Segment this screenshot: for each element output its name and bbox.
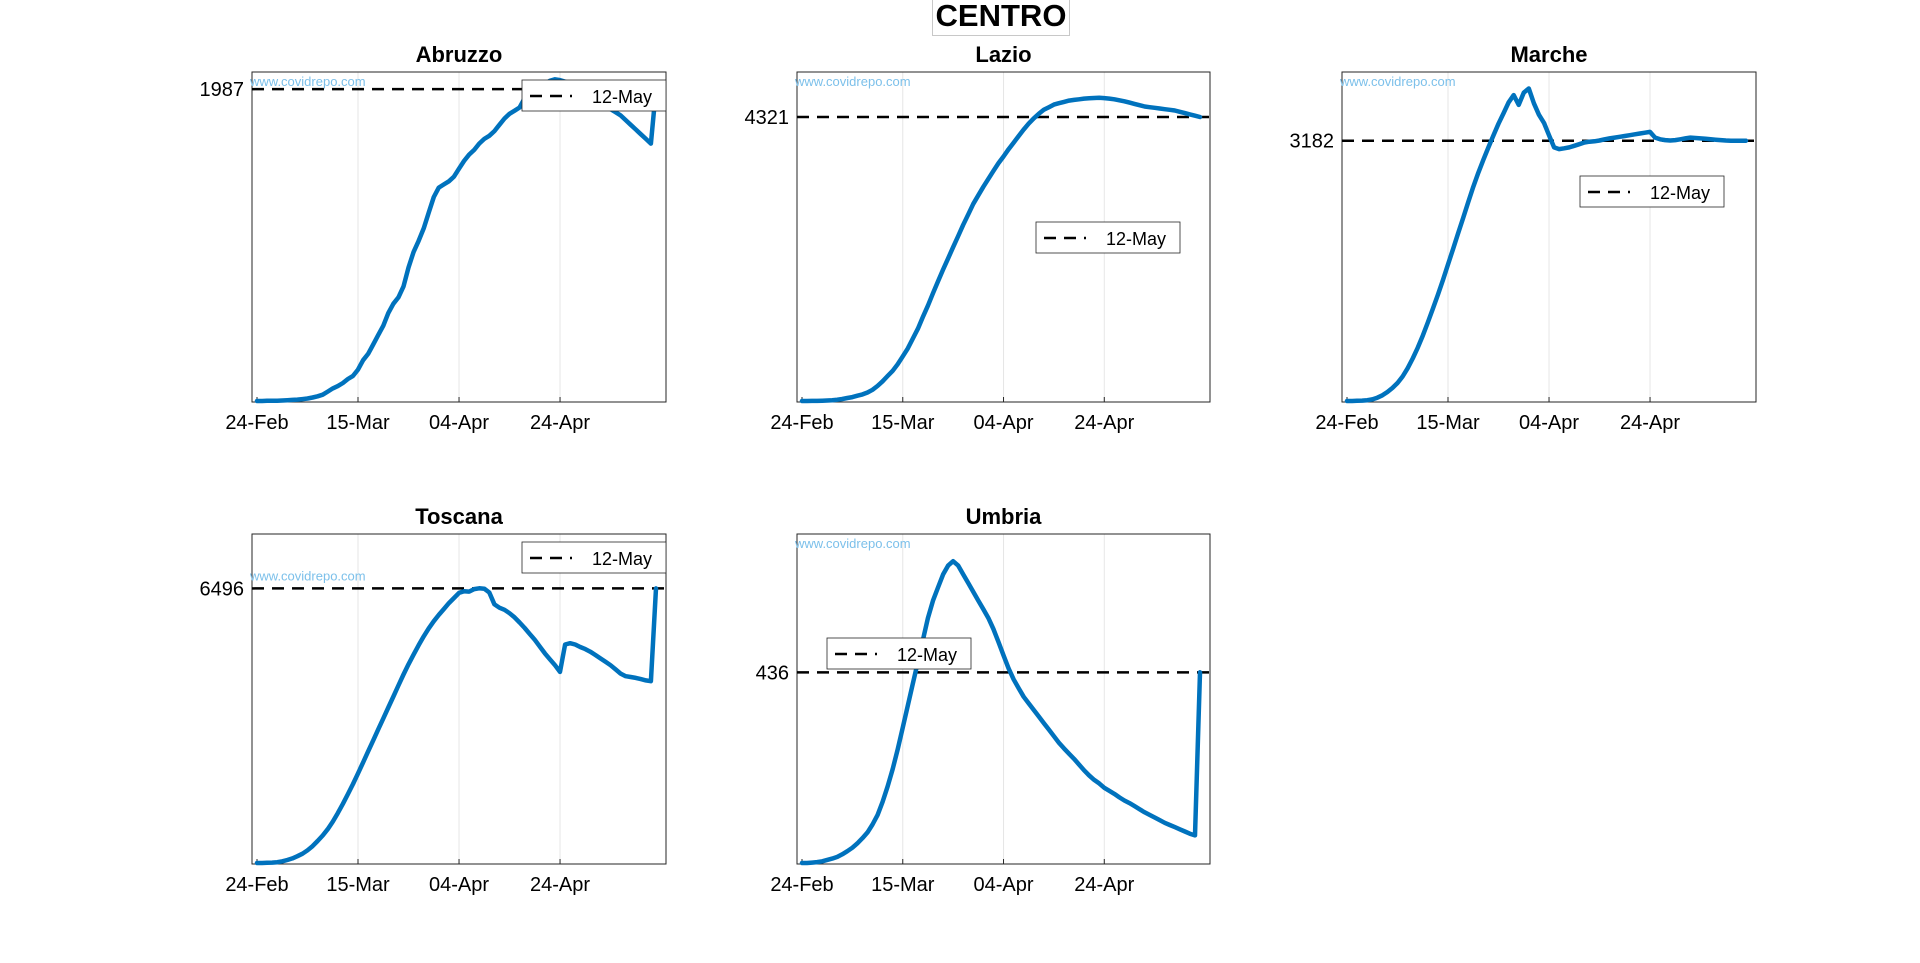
legend-box [1579, 175, 1725, 208]
x-tick-label: 24-Apr [1074, 874, 1134, 896]
x-tick-label: 24-Feb [770, 412, 833, 434]
x-tick-label: 15-Mar [1416, 412, 1480, 434]
figure-title: CENTRO [932, 0, 1070, 36]
x-tick-label: 24-Apr [1074, 412, 1134, 434]
legend-label: 12-May [592, 87, 652, 107]
panel-title: Toscana [415, 504, 503, 529]
panel-umbria: 24-Feb 15-Mar 04-Apr 24-Apr 436 www.covidrepo… [756, 504, 1211, 896]
y-tick-label: 6496 [200, 578, 245, 600]
legend-label: 12-May [897, 645, 957, 665]
y-tick-label: 4321 [745, 107, 790, 129]
x-tick-label: 15-Mar [326, 874, 390, 896]
x-tick-label: 04-Apr [974, 412, 1034, 434]
legend-box [1035, 221, 1181, 254]
y-tick-label: 1987 [200, 79, 245, 101]
x-tick-label: 04-Apr [1519, 412, 1579, 434]
panel-title: Abruzzo [416, 42, 503, 67]
legend: 12-May [521, 79, 667, 112]
x-tick-label: 24-Apr [530, 412, 590, 434]
legend-label: 12-May [1106, 229, 1166, 249]
panel-lazio: 24-Feb 15-Mar 04-Apr 24-Apr 4321 www.covidrep… [745, 42, 1211, 434]
legend: 12-May [521, 541, 667, 574]
x-tick-label: 15-Mar [326, 412, 390, 434]
legend-label: 12-May [1650, 183, 1710, 203]
series-line [254, 77, 659, 404]
series-line [254, 586, 659, 866]
watermark-text: www.covidrepo.com [794, 536, 911, 551]
panel-toscana: 24-Feb 15-Mar 04-Apr 24-Apr 6496 www.covidrep… [200, 504, 667, 896]
panel-title: Lazio [975, 42, 1031, 67]
series-line [799, 558, 1203, 866]
panel-abruzzo: 24-Feb 15-Mar 04-Apr 24-Apr 1987 www.covidrep… [200, 42, 667, 434]
watermark-text: www.covidrepo.com [794, 74, 911, 89]
panel-title: Marche [1510, 42, 1587, 67]
watermark-text: www.covidrepo.com [249, 568, 366, 583]
x-tick-label: 24-Feb [1315, 412, 1378, 434]
legend-box [826, 637, 972, 670]
panel-marche: 24-Feb 15-Mar 04-Apr 24-Apr 3182 www.covidrep… [1290, 42, 1757, 434]
watermark-text: www.covidrepo.com [1339, 74, 1456, 89]
x-tick-label: 04-Apr [429, 412, 489, 434]
legend-box [521, 541, 667, 574]
legend: 12-May [1035, 221, 1181, 254]
x-tick-label: 24-Apr [1620, 412, 1680, 434]
y-tick-label: 436 [756, 662, 789, 684]
watermark-text: www.covidrepo.com [249, 74, 366, 89]
x-tick-label: 04-Apr [429, 874, 489, 896]
x-tick-label: 24-Feb [225, 412, 288, 434]
panel-title: Umbria [966, 504, 1043, 529]
x-tick-label: 04-Apr [974, 874, 1034, 896]
legend: 12-May [826, 637, 972, 670]
legend: 12-May [1579, 175, 1725, 208]
legend-box [521, 79, 667, 112]
series-line [1344, 86, 1749, 404]
x-tick-label: 15-Mar [871, 412, 935, 434]
x-tick-label: 24-Feb [770, 874, 833, 896]
series-line [799, 95, 1203, 404]
legend-label: 12-May [592, 549, 652, 569]
x-tick-label: 24-Feb [225, 874, 288, 896]
x-tick-label: 24-Apr [530, 874, 590, 896]
x-tick-label: 15-Mar [871, 874, 935, 896]
y-tick-label: 3182 [1290, 131, 1335, 153]
